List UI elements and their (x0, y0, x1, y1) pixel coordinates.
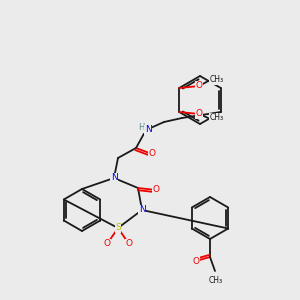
Text: O: O (103, 239, 110, 248)
Text: O: O (152, 185, 160, 194)
Text: O: O (193, 256, 200, 266)
Text: N: N (145, 125, 152, 134)
Text: O: O (148, 149, 155, 158)
Text: N: N (139, 206, 145, 214)
Text: H: H (138, 124, 144, 133)
Text: N: N (111, 173, 117, 182)
Text: O: O (196, 110, 203, 118)
Text: CH₃: CH₃ (209, 113, 223, 122)
Text: O: O (125, 239, 133, 248)
Text: O: O (196, 82, 203, 91)
Text: S: S (115, 224, 121, 232)
Text: CH₃: CH₃ (209, 76, 223, 85)
Text: CH₃: CH₃ (209, 276, 223, 285)
